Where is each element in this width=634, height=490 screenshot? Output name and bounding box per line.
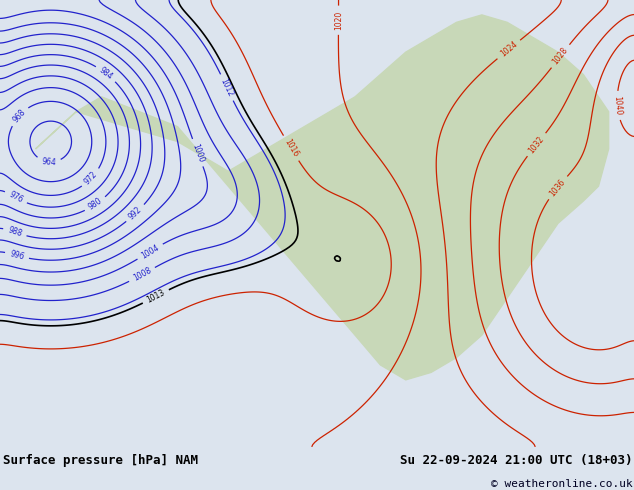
Text: 1013: 1013 [145,288,167,305]
Text: 964: 964 [41,157,56,167]
Text: 992: 992 [127,205,144,221]
Text: 1016: 1016 [282,138,300,159]
Text: 980: 980 [87,196,104,212]
Text: 1040: 1040 [612,96,623,116]
Text: 1036: 1036 [548,177,567,198]
Text: 1032: 1032 [527,134,546,155]
Text: Surface pressure [hPa] NAM: Surface pressure [hPa] NAM [3,454,198,467]
Text: 968: 968 [11,107,27,124]
Text: Su 22-09-2024 21:00 UTC (18+03): Su 22-09-2024 21:00 UTC (18+03) [400,454,633,467]
Text: 988: 988 [6,226,23,239]
Text: 1008: 1008 [131,266,153,283]
Text: 1024: 1024 [498,40,519,59]
Text: 972: 972 [83,170,100,187]
Text: © weatheronline.co.uk: © weatheronline.co.uk [491,479,633,489]
Text: 976: 976 [7,190,24,205]
Text: 1004: 1004 [139,243,160,260]
Text: 1020: 1020 [334,11,343,30]
Polygon shape [36,15,609,380]
Text: 1012: 1012 [219,77,235,98]
Text: 1028: 1028 [551,46,570,67]
Text: 1000: 1000 [190,142,205,163]
Text: 984: 984 [98,66,115,82]
Text: 996: 996 [9,249,25,262]
